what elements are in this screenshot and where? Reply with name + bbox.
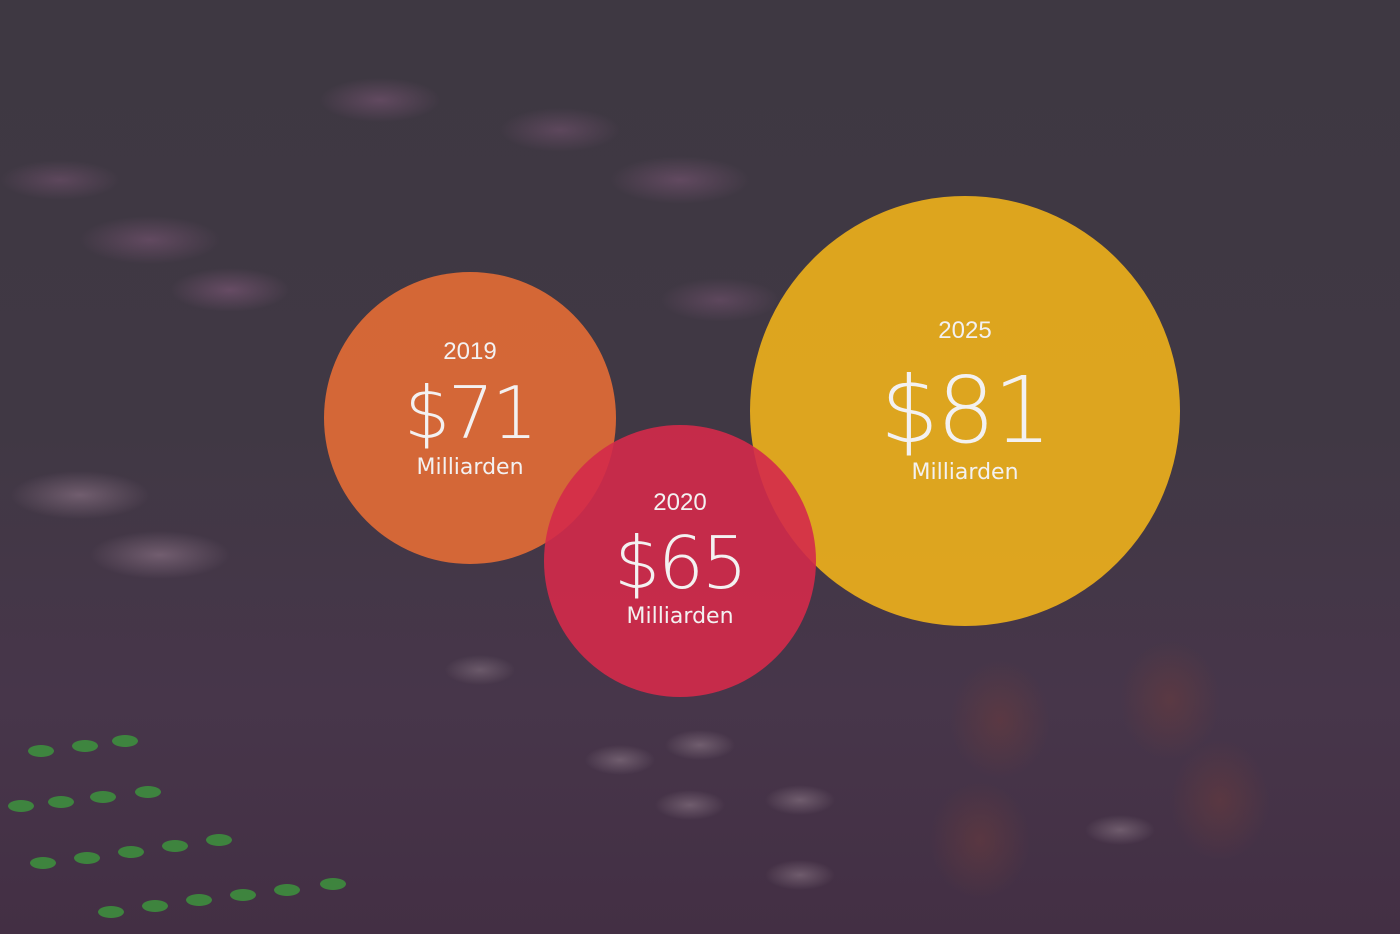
led-light <box>74 852 100 864</box>
unit-label: Milliarden <box>911 460 1019 485</box>
value-label: $65 <box>614 521 747 605</box>
led-light <box>118 846 144 858</box>
led-light <box>274 884 300 896</box>
led-light <box>230 889 256 901</box>
year-label: 2019 <box>443 338 497 365</box>
led-light <box>28 745 54 757</box>
led-light <box>48 796 74 808</box>
led-light <box>112 735 138 747</box>
led-light <box>320 878 346 890</box>
led-light <box>135 786 161 798</box>
led-light <box>90 791 116 803</box>
bubble-2025 <box>750 196 1180 626</box>
value-label: $81 <box>880 357 1052 464</box>
value-label: $71 <box>404 371 537 455</box>
led-light <box>162 840 188 852</box>
led-light <box>8 800 34 812</box>
unit-label: Milliarden <box>416 455 524 480</box>
led-light <box>30 857 56 869</box>
led-light <box>206 834 232 846</box>
led-light <box>72 740 98 752</box>
led-light <box>98 906 124 918</box>
led-light <box>142 900 168 912</box>
unit-label: Milliarden <box>626 604 734 629</box>
led-light <box>186 894 212 906</box>
year-label: 2025 <box>938 317 992 344</box>
bubble-2020 <box>544 425 816 697</box>
year-label: 2020 <box>653 489 707 516</box>
